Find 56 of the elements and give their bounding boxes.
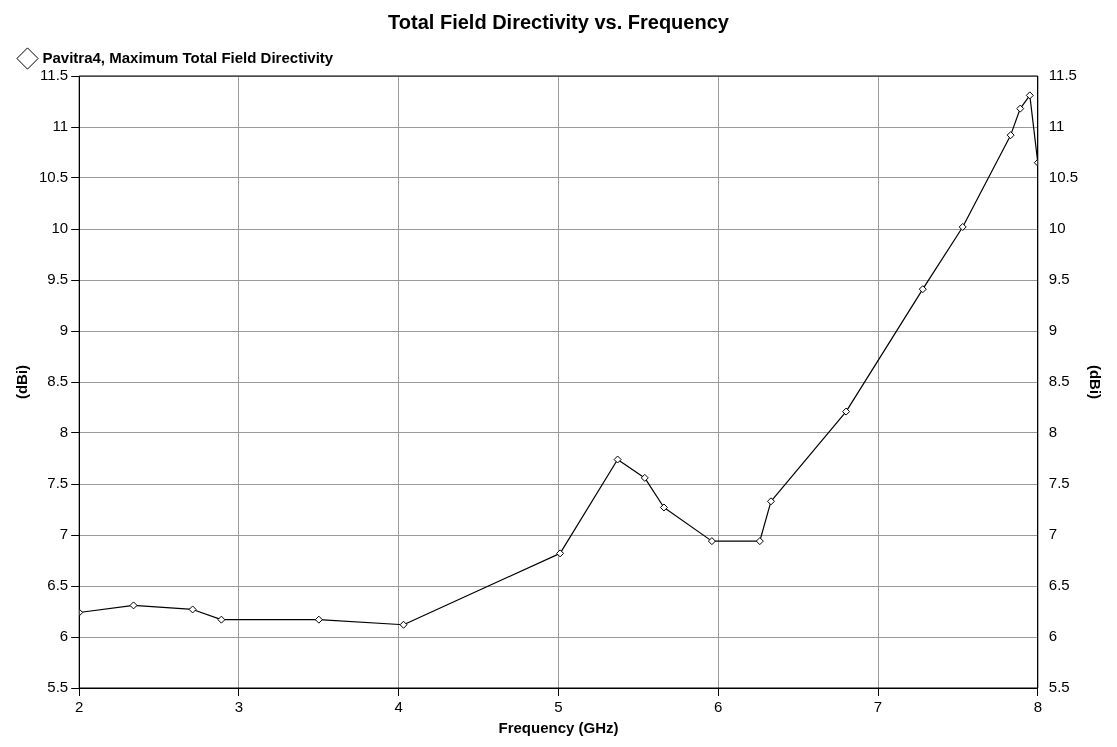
point [314,615,323,624]
y2-tick-label: 11 [1048,117,1065,135]
y-tick-label: 11.5 [40,66,69,84]
y-tick-label: 10 [51,219,69,237]
x-axis-title: Frequency (GHz) [498,719,619,737]
y-tick-label: 7 [59,525,69,543]
y2-tick-label: 10 [1048,219,1066,237]
y2-tick-label: 7.5 [1048,474,1070,492]
point [766,497,775,506]
point [755,537,764,546]
y-tick-label: 7.5 [47,474,69,492]
legend-label: Pavitra4, Maximum Total Field Directivity [42,48,334,66]
y2-tick-label: 8 [1048,423,1058,441]
y2-tick-label: 7 [1048,525,1058,543]
y2-tick-label: 8.5 [1048,372,1070,390]
point [1006,131,1015,140]
y-tick-label: 6 [59,627,69,645]
point [1016,104,1025,113]
x-tick-label: 3 [234,698,244,716]
y2-tick-label: 9 [1048,321,1058,339]
point [188,605,197,614]
y-tick-label: 6.5 [47,576,69,594]
y-tick-label: 9.5 [47,270,69,288]
x-tick-label: 4 [394,698,403,716]
y2-tick-label: 10.5 [1048,168,1079,186]
x-tick-label: 2 [75,698,84,716]
point [918,285,927,294]
point [640,473,649,482]
point [1025,91,1034,100]
point [399,620,408,629]
point [217,615,226,624]
y-tick-label: 5.5 [47,678,69,696]
y-tick-label: 8.5 [47,372,69,390]
chart-title: Total Field Directivity vs. Frequency [388,10,730,33]
point [613,455,622,464]
y2-tick-label: 9.5 [1048,270,1070,288]
y2-tick-label: 11.5 [1048,66,1077,84]
y2-tick-label: 5.5 [1048,678,1070,696]
point [659,503,668,512]
y-tick-label: 8 [59,423,69,441]
point [556,549,565,558]
point [129,601,138,610]
x-tick-label: 8 [1033,698,1042,716]
point [707,537,716,546]
y-tick-label: 11 [52,117,69,135]
y-tick-label: 9 [59,321,69,339]
y2-axis-title: (dBi) [1086,364,1104,400]
y2-tick-label: 6 [1048,627,1058,645]
y-axis-title: (dBi) [13,364,31,400]
point [958,222,967,231]
y2-tick-label: 6.5 [1048,576,1070,594]
y-tick-label: 10.5 [38,168,69,186]
x-tick-label: 5 [554,698,563,716]
point [842,407,851,416]
x-tick-label: 6 [714,698,723,716]
x-tick-label: 7 [873,698,883,716]
